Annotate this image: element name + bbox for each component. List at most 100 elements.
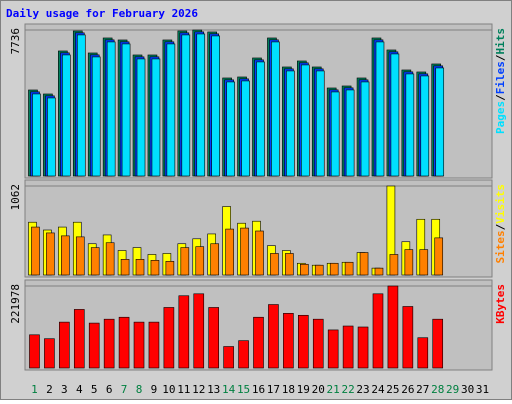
x-tick-label: 26: [401, 383, 414, 396]
bar: [270, 253, 279, 276]
bar: [359, 252, 369, 276]
bar: [180, 247, 190, 276]
bar: [271, 41, 280, 177]
x-tick-label: 14: [222, 383, 236, 396]
bar: [329, 262, 339, 276]
bar: [178, 295, 190, 369]
bar: [44, 338, 55, 369]
x-tick-label: 16: [252, 383, 265, 396]
legend-separator: /: [494, 54, 507, 61]
x-tick-label: 29: [446, 383, 459, 396]
chart-title: Daily usage for February 2026: [6, 7, 198, 20]
bar: [327, 329, 339, 369]
bar: [256, 61, 265, 177]
x-tick-label: 3: [61, 383, 68, 396]
x-tick-label: 18: [282, 383, 295, 396]
bar: [419, 249, 429, 276]
x-tick-label: 23: [356, 383, 369, 396]
bar: [73, 309, 85, 369]
legend-entry: Hits: [494, 28, 507, 55]
bar: [330, 91, 340, 177]
legend-entry: KBytes: [494, 284, 507, 324]
bar: [118, 316, 130, 369]
bar: [29, 334, 40, 369]
bar: [420, 75, 430, 177]
x-tick-label: 17: [267, 383, 280, 396]
legend-entry: Files: [494, 61, 507, 94]
bar: [46, 232, 55, 276]
bar: [435, 67, 445, 177]
legend-entry: Sites: [494, 230, 507, 263]
bar: [342, 325, 354, 369]
x-tick-label: 20: [312, 383, 325, 396]
bar: [286, 70, 295, 177]
bar: [240, 227, 249, 276]
bar: [345, 89, 355, 177]
bar: [62, 54, 71, 177]
legend-separator: /: [494, 223, 507, 230]
bar: [133, 321, 145, 369]
bar: [32, 93, 41, 177]
bar: [390, 53, 400, 177]
bar: [344, 261, 354, 276]
bar: [120, 259, 130, 276]
x-tick-label: 2: [46, 383, 53, 396]
bar: [402, 306, 414, 369]
bar: [298, 314, 309, 369]
y-tick-label: 1062: [9, 184, 22, 211]
x-tick-label: 11: [177, 383, 190, 396]
bar: [253, 316, 264, 369]
bar: [106, 41, 116, 177]
x-tick-label: 22: [341, 383, 354, 396]
x-tick-label: 21: [327, 383, 340, 396]
x-tick-label: 4: [76, 383, 83, 396]
bar: [91, 56, 101, 177]
bar: [223, 346, 234, 369]
bar: [360, 81, 370, 177]
x-tick-label: 7: [121, 383, 128, 396]
bar: [404, 249, 414, 276]
bar: [195, 246, 205, 276]
bar: [405, 73, 415, 177]
bar: [389, 254, 399, 276]
bar: [312, 318, 324, 369]
bar: [374, 267, 384, 276]
bar: [105, 242, 115, 276]
bar: [417, 337, 429, 369]
bar: [432, 318, 444, 369]
bar: [61, 235, 70, 276]
bar: [75, 236, 85, 276]
bar: [210, 243, 219, 276]
bar: [136, 58, 146, 177]
x-tick-label: 30: [461, 383, 474, 396]
bar: [357, 326, 369, 369]
x-tick-label: 1: [31, 383, 38, 396]
bar: [375, 41, 385, 177]
y-tick-label: 221978: [9, 284, 22, 324]
bar: [226, 81, 235, 177]
legend-separator: /: [494, 94, 507, 101]
bar: [135, 259, 145, 276]
bar: [151, 58, 161, 177]
legend-entry: Pages: [494, 101, 507, 134]
bar: [103, 318, 115, 369]
bar: [166, 43, 176, 177]
bar: [47, 97, 56, 177]
bar: [196, 33, 206, 177]
bar: [225, 228, 234, 276]
bar: [300, 263, 309, 276]
legend: Sites/Visits: [494, 184, 507, 264]
legend-entry: Visits: [494, 184, 507, 224]
bar: [121, 43, 131, 177]
bar: [88, 322, 100, 369]
bar: [208, 307, 219, 369]
x-tick-label: 10: [162, 383, 175, 396]
x-tick-label: 9: [151, 383, 158, 396]
legend: KBytes: [494, 284, 507, 324]
x-tick-label: 15: [237, 383, 250, 396]
bar: [387, 285, 399, 369]
bar: [283, 313, 294, 369]
bar: [285, 253, 294, 276]
bar: [268, 304, 279, 369]
